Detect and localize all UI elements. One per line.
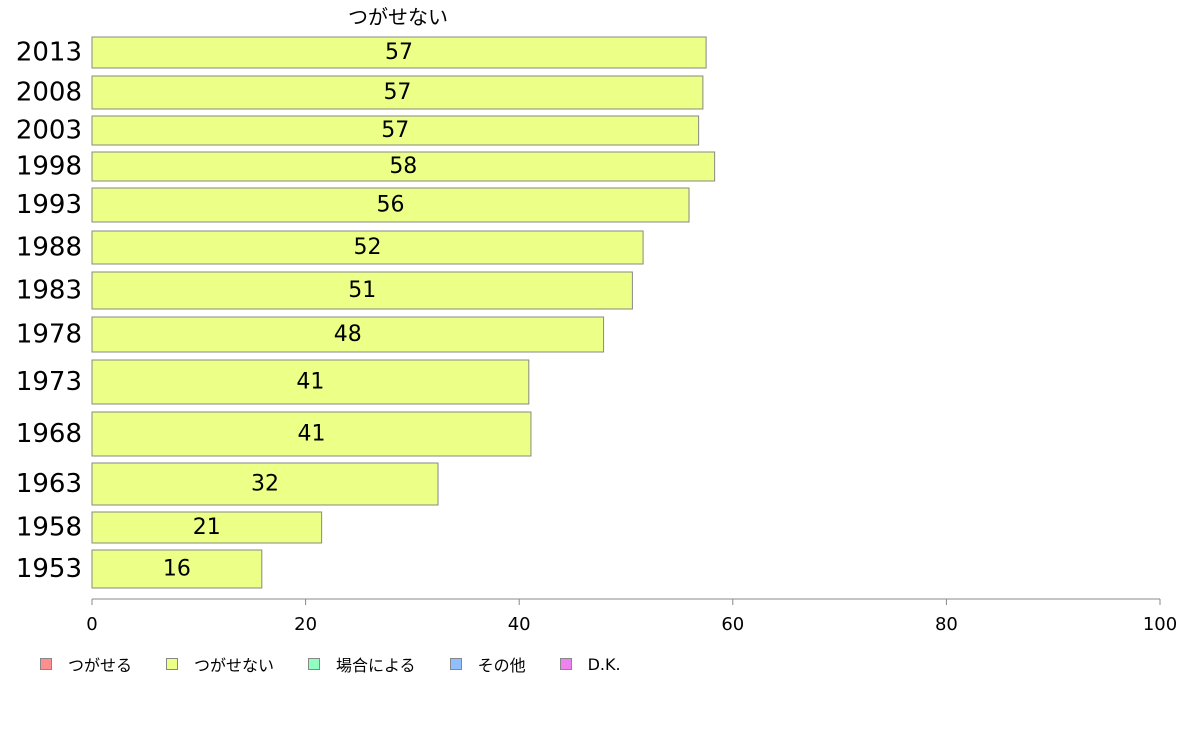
x-tick-label: 80 (935, 614, 958, 635)
bar-1968 (91, 411, 532, 457)
category-label: 2008 (16, 78, 82, 108)
category-label: 1993 (16, 190, 82, 220)
category-label: 1973 (16, 367, 82, 397)
legend-swatch (449, 658, 462, 670)
legend-label: 場合による (336, 656, 416, 675)
legend-item: 場合による (308, 652, 416, 676)
bar-1973 (91, 359, 530, 405)
x-axis: 0 20 40 60 80 100 (86, 598, 1177, 635)
bars-layer: 2013 57 2008 57 2003 57 1998 58 1993 56 1988 52 1983… (16, 36, 716, 589)
data-label: 58 (389, 154, 417, 179)
x-tick-label: 100 (1143, 614, 1177, 635)
bar-1998 (91, 151, 716, 182)
legend-item: D.K. (559, 654, 621, 674)
legend-label: つがせない (194, 656, 275, 675)
data-label: 57 (385, 40, 413, 65)
category-label: 1958 (16, 513, 82, 543)
bar-1983 (91, 271, 633, 310)
legend-label: その他 (477, 656, 526, 675)
legend-item: つがせない (166, 652, 274, 676)
legend-swatch (40, 658, 52, 670)
bar-1993 (91, 187, 690, 223)
bar-1988 (91, 230, 644, 265)
category-label: 2013 (16, 38, 82, 68)
bar-2003 (91, 115, 700, 146)
x-tick-label: 0 (86, 614, 97, 635)
data-label: 52 (354, 235, 382, 260)
data-label: 21 (193, 515, 221, 540)
category-label: 1978 (16, 320, 82, 350)
data-label: 41 (297, 422, 325, 447)
legend-item: つがせる (40, 652, 132, 676)
bar-1953 (91, 549, 263, 589)
chart-title: つがせない (348, 5, 448, 29)
category-label: 1968 (16, 419, 82, 449)
category-label: 1963 (16, 469, 82, 499)
category-label: 1983 (16, 276, 82, 306)
x-tick-label: 60 (721, 614, 744, 635)
bar-1958 (91, 511, 323, 544)
data-label: 56 (377, 193, 405, 218)
data-label: 48 (334, 322, 362, 347)
legend-item: その他 (449, 652, 526, 676)
x-tick-label: 40 (508, 614, 531, 635)
data-label: 41 (296, 370, 324, 395)
data-label: 57 (383, 80, 411, 105)
category-label: 2003 (16, 116, 82, 146)
data-label: 57 (381, 118, 409, 143)
category-label: 1953 (16, 554, 82, 584)
bar-2008 (91, 75, 704, 110)
legend-swatch (308, 658, 321, 670)
data-label: 32 (251, 472, 279, 497)
legend-label: つがせる (68, 656, 133, 675)
legend-swatch (559, 658, 572, 670)
category-label: 1988 (16, 233, 82, 263)
category-label: 1998 (16, 152, 82, 182)
data-label: 16 (163, 557, 191, 582)
bar-1963 (91, 462, 439, 506)
x-tick-label: 20 (294, 614, 317, 635)
data-label: 51 (348, 278, 376, 303)
legend-label: D.K. (587, 654, 621, 674)
bar-1978 (91, 316, 605, 353)
legend: つがせる つがせない 場合による その他 D.K. (40, 652, 655, 676)
bar-2013 (91, 36, 707, 69)
legend-swatch (166, 658, 179, 670)
